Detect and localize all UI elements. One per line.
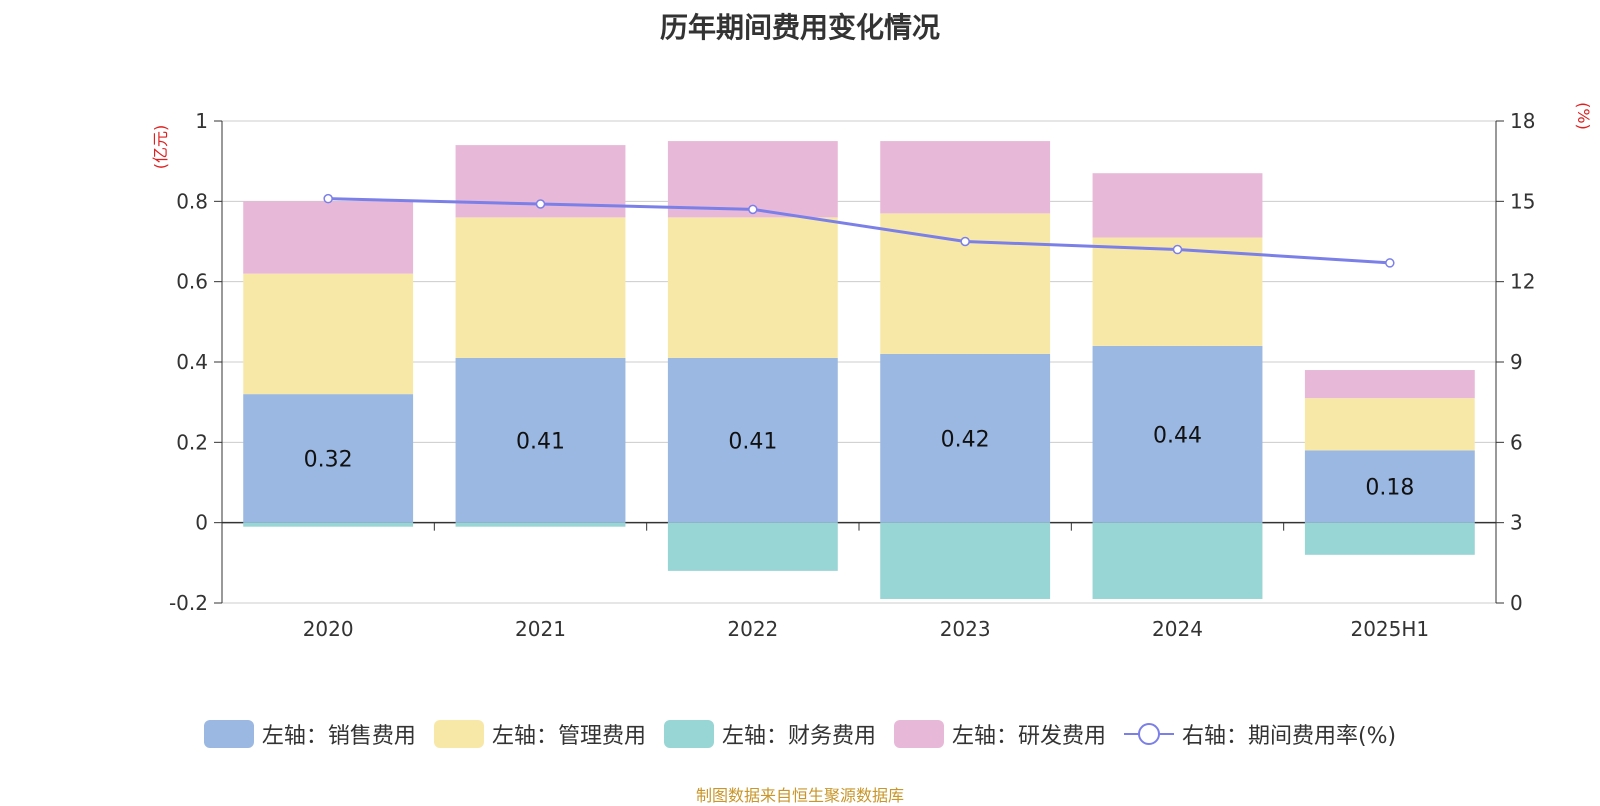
- bar-s3-4: [1092, 173, 1263, 238]
- legend: 左轴：销售费用 左轴：管理费用 左轴：财务费用 左轴：研发费用 右轴：期间费用率(%): [0, 718, 1600, 750]
- right-tick-label: 12: [1510, 270, 1535, 294]
- x-tick-label: 2021: [515, 617, 566, 641]
- legend-label: 左轴：财务费用: [721, 724, 876, 749]
- right-tick-label: 18: [1510, 109, 1535, 133]
- legend-item[interactable]: 左轴：财务费用: [663, 718, 876, 750]
- bar-s1-0: [243, 273, 414, 395]
- left-tick-label: 0.6: [176, 270, 208, 294]
- bar-s0-0: [243, 394, 414, 523]
- bar-value-label: 0.44: [1153, 423, 1202, 448]
- x-tick-label: 2024: [1152, 617, 1203, 641]
- rate-line-layer: [323, 193, 1395, 268]
- left-tick-label: 0.8: [176, 189, 208, 213]
- label-layer: 0.32 0.41 0.41 0.42 0.44 0.18: [304, 423, 1415, 500]
- legend-item[interactable]: 左轴：销售费用: [203, 718, 416, 750]
- bar-value-label: 0.32: [304, 447, 353, 472]
- left-tick-label: 0.4: [176, 350, 208, 374]
- right-tick-label: 3: [1510, 511, 1523, 535]
- legend-swatch: [1123, 720, 1174, 748]
- right-tick-label: 6: [1510, 430, 1523, 454]
- legend-label: 左轴：销售费用: [261, 724, 416, 749]
- legend-swatch: [893, 720, 944, 748]
- legend-swatch: [433, 720, 484, 748]
- rate-point-3: [960, 236, 970, 247]
- left-tick-label: 1: [195, 109, 208, 133]
- chart-title: 历年期间费用变化情况: [659, 11, 940, 44]
- rate-point-0: [323, 193, 333, 204]
- bar-s2-5: [1304, 522, 1475, 555]
- bar-value-label: 0.41: [516, 429, 565, 454]
- left-tick-label: 0.2: [176, 430, 208, 454]
- bar-s0-4: [1092, 345, 1263, 523]
- bar-s2-1: [455, 522, 626, 527]
- rate-point-4: [1172, 244, 1183, 255]
- left-axis-unit: (亿元): [151, 125, 170, 170]
- bar-s2-3: [880, 522, 1051, 599]
- legend-item[interactable]: 左轴：管理费用: [433, 718, 646, 750]
- bar-s0-3: [880, 353, 1051, 523]
- x-tick-label: 2025H1: [1350, 617, 1429, 641]
- bar-s1-1: [455, 217, 626, 358]
- rate-point-1: [535, 199, 546, 209]
- legend-swatch: [203, 720, 254, 748]
- bar-s0-2: [667, 357, 838, 523]
- legend-label: 左轴：研发费用: [951, 724, 1106, 749]
- bar-s1-5: [1304, 398, 1475, 451]
- rate-point-2: [748, 204, 758, 215]
- right-tick-label: 9: [1510, 350, 1523, 374]
- bar-s0-5: [1304, 450, 1475, 523]
- legend-label: 右轴：期间费用率(%): [1181, 724, 1397, 749]
- x-tick-label: 2022: [727, 617, 778, 641]
- bar-value-label: 0.41: [728, 429, 777, 454]
- bar-s3-0: [243, 201, 414, 274]
- legend-swatch: [663, 720, 714, 748]
- bar-s2-4: [1092, 522, 1263, 599]
- bar-s3-5: [1304, 370, 1475, 399]
- rate-point-5: [1385, 258, 1395, 268]
- source-note: 制图数据来自恒生聚源数据库: [695, 786, 904, 805]
- bar-s1-3: [880, 213, 1051, 354]
- bar-s0-1: [455, 357, 626, 523]
- legend-label: 左轴：管理费用: [491, 724, 646, 749]
- bar-s2-2: [667, 522, 838, 571]
- bar-s3-3: [880, 141, 1051, 214]
- left-tick-label: -0.2: [169, 591, 208, 615]
- right-tick-label: 15: [1510, 189, 1535, 213]
- right-axis-unit: (%): [1574, 102, 1593, 130]
- bar-s1-4: [1092, 237, 1263, 346]
- left-tick-label: 0: [195, 511, 208, 535]
- axis-layer: -0.2 0 0.2 0.4 0.6 0.8 1 0 3 6 9 12 15 18 2020 2021 2022…: [169, 109, 1535, 641]
- rate-line: [328, 197, 1390, 265]
- bar-value-label: 0.42: [941, 427, 990, 452]
- bar-s1-2: [667, 217, 838, 358]
- legend-item[interactable]: 左轴：研发费用: [893, 718, 1106, 750]
- bar-value-label: 0.18: [1365, 476, 1414, 501]
- x-tick-label: 2020: [303, 617, 354, 641]
- bar-layer: [243, 141, 1475, 599]
- right-tick-label: 0: [1510, 591, 1523, 615]
- x-tick-label: 2023: [940, 617, 991, 641]
- legend-item[interactable]: 右轴：期间费用率(%): [1123, 718, 1397, 750]
- bar-s2-0: [243, 522, 414, 527]
